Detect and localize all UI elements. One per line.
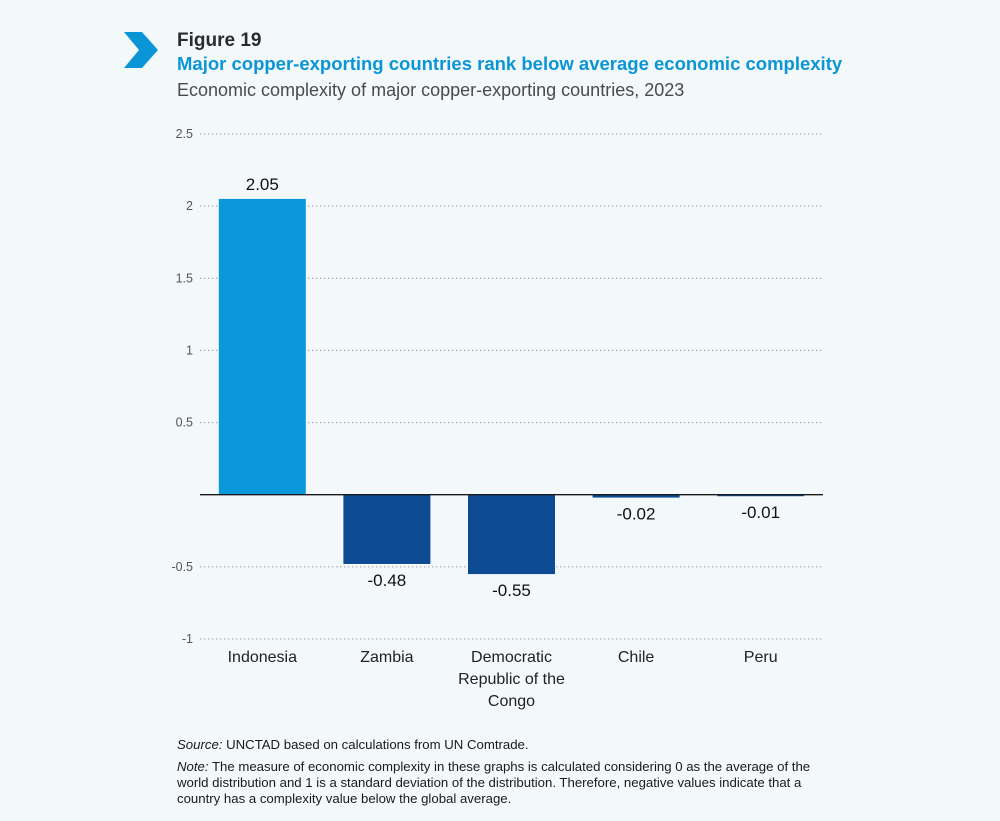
note-text-block: Note: The measure of economic complexity… (177, 759, 817, 807)
y-tick-label: 0.5 (176, 416, 193, 430)
bar-chart: 2.5 2 1.5 1 0.5 -0.5 -1 2.05 Indonesia -0.48 Zambi… (171, 127, 823, 710)
x-tick-label: Chile (618, 649, 655, 666)
y-tick-label: -0.5 (171, 560, 193, 574)
figure-title: Major copper-exporting countries rank be… (177, 53, 843, 74)
y-tick-label: 1 (186, 343, 193, 357)
source-note: Source: UNCTAD based on calculations fro… (177, 737, 817, 753)
y-tick-label: 1.5 (176, 271, 193, 285)
y-tick-label: 2 (186, 199, 193, 213)
bar (468, 494, 555, 575)
figure-subtitle: Economic complexity of major copper-expo… (177, 80, 685, 100)
chevron-right-icon (124, 32, 158, 68)
note-text: The measure of economic complexity in th… (177, 759, 811, 806)
bar (218, 198, 306, 495)
y-tick-label: -1 (182, 632, 193, 646)
data-label: -0.48 (368, 571, 407, 590)
data-label: -0.02 (617, 505, 656, 524)
data-label: -0.55 (492, 581, 531, 600)
x-tick-label: Republic of the (458, 671, 565, 688)
y-tick-label: 2.5 (176, 127, 193, 141)
source-label: Source: (177, 737, 223, 752)
bar (343, 494, 431, 564)
figure-label: Figure 19 (177, 30, 262, 51)
x-tick-label: Zambia (360, 649, 413, 666)
data-label: -0.01 (741, 503, 780, 522)
x-tick-label: Congo (488, 693, 535, 710)
x-tick-label: Democratic (471, 649, 552, 666)
x-tick-label: Indonesia (228, 649, 297, 666)
bar (717, 494, 805, 497)
note-label: Note: (177, 759, 209, 774)
x-tick-label: Peru (744, 649, 778, 666)
notes: Source: UNCTAD based on calculations fro… (177, 737, 817, 813)
source-text: UNCTAD based on calculations from UN Com… (222, 737, 529, 752)
bar (592, 494, 680, 498)
data-label: 2.05 (246, 175, 279, 194)
